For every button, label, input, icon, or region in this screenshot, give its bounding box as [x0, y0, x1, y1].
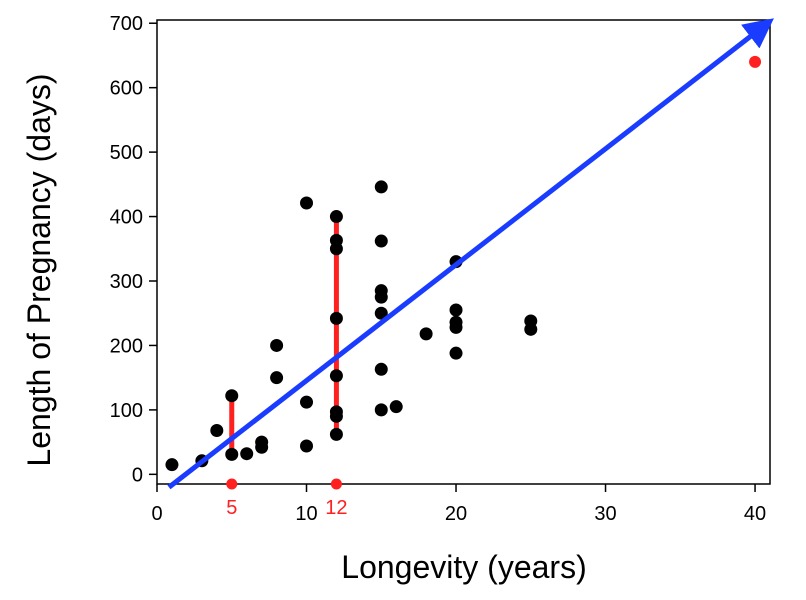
data-point [329, 233, 343, 247]
data-point [270, 338, 284, 352]
range-bar-axis-marker [330, 478, 342, 490]
data-points [165, 180, 538, 472]
y-tick-label: 400 [110, 207, 143, 229]
data-point [329, 369, 343, 383]
data-point [374, 284, 388, 298]
range-bar-axis-marker [226, 478, 238, 490]
y-tick-label: 600 [110, 78, 143, 100]
data-point [165, 458, 179, 472]
data-point [449, 346, 463, 360]
x-tick-label: 10 [295, 503, 317, 525]
data-point [300, 196, 314, 210]
range-bars: 5 12 [226, 215, 348, 519]
highlight-point-group [749, 55, 762, 68]
x-tick-label: 30 [594, 503, 616, 525]
x-axis-title: Longevity (years) [341, 549, 586, 585]
data-point [329, 210, 343, 224]
data-point [449, 303, 463, 317]
data-point [419, 327, 433, 341]
x-tick-label: 40 [744, 503, 766, 525]
data-point [374, 234, 388, 248]
y-tick-label: 100 [110, 400, 143, 422]
x-tick-label: 20 [445, 503, 467, 525]
trend-arrow-group [167, 18, 774, 490]
data-point [270, 371, 284, 385]
data-point [300, 439, 314, 453]
x-tick-label: 0 [151, 503, 162, 525]
y-axis-title: Length of Pregnancy (days) [21, 73, 57, 466]
data-point [374, 403, 388, 417]
highlight-point [749, 55, 762, 68]
data-point [329, 311, 343, 325]
range-bar-label: 12 [325, 497, 347, 519]
y-tick-label: 700 [110, 13, 143, 35]
y-tick-label: 300 [110, 271, 143, 293]
range-bar-label: 5 [226, 497, 237, 519]
y-axis: 0 100 200 300 400 500 600 700 [110, 13, 157, 486]
data-point [255, 435, 269, 449]
y-tick-label: 0 [132, 464, 143, 486]
data-point [210, 424, 224, 438]
data-point [374, 362, 388, 376]
data-point [240, 447, 254, 461]
data-point [300, 395, 314, 409]
y-tick-label: 200 [110, 335, 143, 357]
data-point [449, 315, 463, 329]
data-point [374, 306, 388, 320]
trend-arrow [167, 18, 774, 490]
y-tick-label: 500 [110, 142, 143, 164]
data-point [389, 400, 403, 414]
plot-frame [156, 19, 771, 485]
data-point [329, 427, 343, 441]
data-point [329, 405, 343, 419]
data-point [374, 180, 388, 194]
data-point [524, 314, 538, 328]
x-axis: 0 10 20 30 40 [151, 484, 766, 525]
data-point [225, 447, 239, 461]
data-point [225, 389, 239, 403]
